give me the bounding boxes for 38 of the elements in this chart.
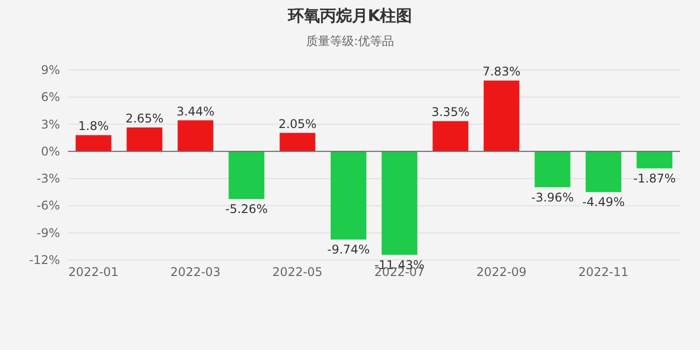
y-tick-label: -12% [28, 253, 60, 267]
chart-subtitle: 质量等级:优等品 [306, 34, 394, 48]
data-label: -1.87% [633, 171, 676, 186]
data-label: -5.26% [225, 202, 268, 216]
data-label: 2.05% [278, 116, 317, 131]
x-tick-label: 2022-03 [170, 265, 221, 279]
data-label: 3.35% [431, 105, 470, 120]
x-tick-label: 2022-09 [476, 265, 527, 279]
x-tick-label: 2022-05 [272, 265, 323, 279]
bar [534, 151, 570, 188]
y-tick-label: 3% [40, 117, 60, 132]
bar [586, 151, 622, 192]
bar [280, 132, 316, 152]
data-label: -9.74% [327, 242, 370, 257]
y-tick-label: 0% [40, 144, 60, 158]
data-label: -4.49% [582, 195, 625, 210]
y-tick-label: -3% [36, 172, 60, 186]
y-tick-label: -6% [36, 198, 60, 213]
data-label: 2.65% [125, 111, 164, 126]
data-label: 3.44% [176, 104, 215, 118]
bar [178, 120, 214, 152]
bar [76, 135, 112, 152]
bar [432, 121, 468, 152]
x-tick-label: 2022-11 [578, 265, 629, 279]
bar [330, 151, 366, 240]
y-tick-label: 6% [40, 90, 60, 104]
x-tick-label: 2022-01 [68, 265, 119, 279]
data-label: 1.8% [78, 119, 109, 134]
y-tick-label: 9% [40, 63, 60, 77]
chart-title: 环氧丙烷月K柱图 [286, 6, 412, 25]
bar [126, 127, 162, 152]
data-label: 7.83% [482, 64, 521, 79]
data-label: -3.96% [531, 190, 574, 204]
bar [636, 151, 672, 168]
y-tick-label: -9% [36, 226, 60, 240]
bar [484, 80, 520, 152]
bar [382, 151, 418, 255]
bar [228, 151, 264, 200]
